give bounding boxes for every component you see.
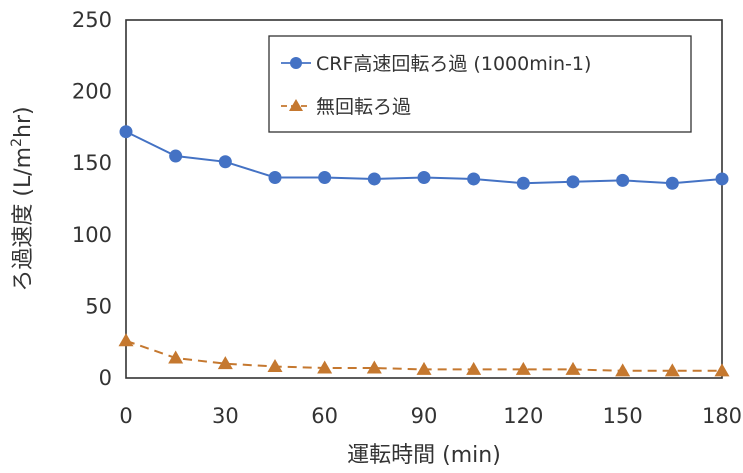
data-point — [318, 171, 332, 185]
data-point — [665, 176, 679, 190]
data-point — [516, 176, 530, 190]
data-point — [218, 155, 232, 169]
data-point — [664, 363, 680, 377]
y-tick-label: 150 — [72, 151, 112, 175]
data-point — [515, 361, 531, 375]
data-point — [416, 361, 432, 375]
y-axis-title: ろ過速度 (L/m2hr) — [9, 106, 36, 291]
data-point — [417, 171, 431, 185]
data-point — [267, 359, 283, 373]
y-axis-ticks: 0 50 100 150 200 250 — [72, 8, 112, 390]
series-0 — [119, 125, 729, 190]
data-point — [217, 356, 233, 370]
x-tick-label: 60 — [311, 404, 338, 428]
data-point — [714, 363, 730, 377]
x-tick-label: 90 — [411, 404, 438, 428]
legend-box — [268, 35, 692, 133]
legend-marker-crf — [290, 57, 302, 69]
data-point — [119, 125, 133, 139]
x-axis-title: 運転時間 (min) — [347, 443, 501, 468]
x-tick-label: 30 — [212, 404, 239, 428]
series-1 — [118, 333, 730, 377]
legend-marker-no-rotation — [289, 99, 303, 111]
data-point — [268, 171, 282, 185]
data-point — [615, 363, 631, 377]
data-point — [367, 172, 381, 186]
data-point — [169, 149, 183, 163]
x-tick-label: 150 — [603, 404, 643, 428]
data-point — [366, 360, 382, 374]
legend: CRF高速回転ろ過 (1000min-1) 無回転ろ過 — [268, 35, 692, 133]
y-tick-label: 0 — [99, 366, 112, 390]
y-tick-label: 200 — [72, 80, 112, 104]
data-point — [317, 360, 333, 374]
data-point — [565, 361, 581, 375]
x-tick-label: 120 — [503, 404, 543, 428]
y-axis-title-main: ろ過速度 (L/m — [11, 147, 36, 292]
x-axis-ticks: 0 30 60 90 120 150 180 — [119, 404, 742, 428]
data-point — [168, 350, 184, 364]
y-tick-label: 100 — [72, 223, 112, 247]
y-tick-label: 50 — [85, 294, 112, 318]
legend-label-crf: CRF高速回転ろ過 (1000min-1) — [316, 53, 591, 75]
data-point — [566, 175, 580, 189]
data-point — [466, 361, 482, 375]
legend-label-no-rotation: 無回転ろ過 — [316, 96, 411, 118]
data-point — [118, 333, 134, 347]
series-layer — [118, 125, 730, 377]
y-axis-title-superscript: 2 — [9, 138, 25, 147]
data-point — [616, 173, 630, 187]
x-tick-label: 0 — [119, 404, 132, 428]
data-point — [715, 172, 729, 186]
x-tick-label: 180 — [702, 404, 742, 428]
y-tick-label: 250 — [72, 8, 112, 32]
y-axis-title-tail: hr) — [11, 106, 36, 138]
data-point — [467, 172, 481, 186]
